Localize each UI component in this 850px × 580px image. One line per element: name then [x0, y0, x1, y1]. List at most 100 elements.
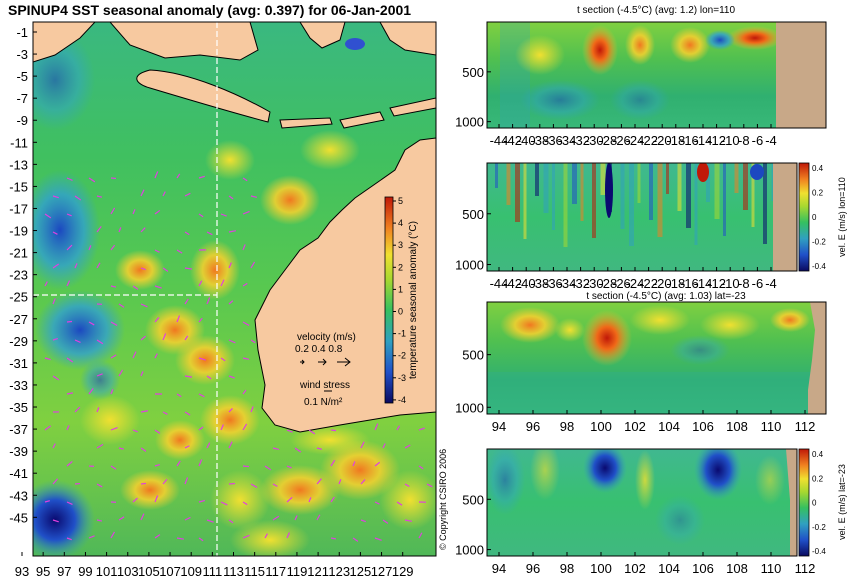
velocity-vector — [110, 321, 118, 326]
velocity-vector — [118, 303, 125, 308]
velocity-stripe — [686, 163, 691, 228]
velocity-vector — [74, 263, 78, 269]
velocity-vector — [176, 537, 185, 540]
velocity-stripe — [706, 163, 710, 202]
velocity-vector — [286, 496, 293, 503]
velocity-vector — [132, 497, 138, 503]
panel4-colorbar-ramp — [798, 448, 810, 557]
velocity-vector — [66, 357, 74, 363]
velocity-legend-values: 0.2 0.4 0.8 — [295, 344, 343, 355]
velocity-vector — [272, 447, 279, 451]
velocity-vector — [162, 411, 168, 415]
lat-tick-label: -15 — [9, 179, 28, 194]
lon-tick-label: 93 — [15, 564, 29, 579]
panel2-seabed — [773, 163, 797, 271]
lat-tick-label: -17 — [9, 201, 28, 216]
velocity-colorbar-tick-label: 0 — [812, 213, 817, 222]
velocity-vector — [96, 195, 103, 198]
velocity-vector — [294, 447, 302, 453]
velocity-vector — [206, 442, 211, 449]
panel-temp-lon-section[interactable]: t section (-4.5°C) (avg: 1.2) lon=110 50… — [455, 5, 827, 148]
velocity-colorbar-tick-label: 0.4 — [812, 450, 824, 459]
velocity-vector — [184, 267, 193, 270]
panel4-colorbar-ticks: 0.4 0.2 0 -0.2 -0.4 — [812, 450, 826, 556]
velocity-stripe — [751, 163, 755, 227]
velocity-stripe — [677, 163, 682, 211]
velocity-vector — [228, 230, 236, 233]
x-tick-label: 104 — [658, 561, 680, 576]
x-tick-label: -10 — [721, 276, 740, 291]
velocity-vector — [418, 465, 424, 470]
velocity-vector — [96, 226, 102, 233]
panel1-frame — [486, 21, 827, 129]
x-tick-label: -28 — [598, 276, 617, 291]
x-tick-label: -22 — [639, 133, 658, 148]
velocity-vector — [154, 495, 159, 503]
lon-tick-label: 123 — [328, 564, 350, 579]
velocity-stripe — [535, 163, 539, 196]
velocity-vector — [264, 533, 268, 539]
velocity-vector — [44, 357, 51, 361]
velocity-vector — [206, 231, 213, 236]
x-tick-label: -4 — [765, 276, 777, 291]
velocity-vector — [250, 406, 254, 413]
velocity-vector — [110, 285, 117, 288]
lon-tick-label: 125 — [350, 564, 372, 579]
velocity-stripe — [600, 163, 606, 195]
velocity-vector — [198, 459, 203, 467]
velocity-stripe — [620, 163, 625, 229]
velocity-stripe — [694, 163, 698, 245]
velocity-vector — [74, 339, 81, 343]
lon-tick-label: 111 — [202, 564, 222, 579]
velocity-vector — [242, 321, 250, 326]
sst-anomaly-map[interactable]: -1-3-5-7-9-11-13-15-17-19-21-23-25-27-29… — [9, 21, 440, 579]
velocity-vector — [140, 371, 144, 377]
panel-temp-lat-section[interactable]: t section (-4.5°C) (avg: 1.03) lat=-23 5… — [455, 291, 827, 434]
colorbar-ticks: 5 4 3 2 1 0 -1 -2 -3 -4 — [393, 196, 406, 405]
velocity-vector — [352, 461, 356, 467]
depth-tick-label: 1000 — [455, 258, 484, 273]
velocity-stripe — [743, 163, 748, 210]
velocity-vector — [250, 261, 256, 269]
panel2-colorbar: 0.4 0.2 0 -0.2 -0.4 vel. E (m/s) lon=110 — [798, 162, 847, 272]
velocity-vector — [88, 321, 95, 326]
velocity-vector — [404, 483, 410, 488]
velocity-vector — [330, 459, 336, 467]
panel4-features — [487, 449, 785, 545]
panel4-colorbar: 0.4 0.2 0 -0.2 -0.4 vel. E (m/s) lat=-23 — [798, 448, 847, 557]
x-tick-label: -8 — [738, 133, 750, 148]
velocity-vector — [316, 447, 322, 450]
x-tick-label: -26 — [612, 133, 631, 148]
colorbar-tick-label: 1 — [398, 284, 403, 294]
velocity-vector — [66, 320, 73, 323]
x-tick-label: -40 — [517, 133, 536, 148]
wind-legend-title: wind stress — [299, 380, 350, 391]
map-colorbar: 5 4 3 2 1 0 -1 -2 -3 -4 temperature seasonal anom… — [384, 196, 419, 405]
panel3-features — [487, 305, 826, 414]
velocity-stripe — [592, 163, 596, 238]
velocity-vector — [154, 209, 161, 215]
velocity-stripe — [723, 163, 726, 236]
lat-tick-label: -45 — [9, 510, 28, 525]
velocity-vector — [198, 499, 205, 503]
panel-velocity-lon-section[interactable]: 5001000-44-42-40-38-36-34-32-30-28-26-24… — [455, 162, 847, 291]
x-tick-label: -22 — [639, 276, 658, 291]
velocity-vector — [110, 465, 117, 470]
velocity-vector — [206, 297, 211, 305]
velocity-vector — [96, 373, 103, 377]
velocity-vector — [162, 191, 166, 197]
velocity-vector — [184, 477, 189, 485]
lat-tick-label: -11 — [10, 135, 28, 150]
velocity-vector — [228, 407, 233, 413]
velocity-vector — [228, 441, 233, 449]
lon-tick-label: 115 — [244, 564, 265, 579]
x-tick-label: -36 — [544, 133, 563, 148]
x-tick-label: -14 — [694, 133, 713, 148]
panel2-colorbar-ticks: 0.4 0.2 0 -0.2 -0.4 — [812, 164, 826, 271]
x-tick-label: -4 — [765, 133, 777, 148]
main-title: SPINUP4 SST seasonal anomaly (avg: 0.397… — [8, 2, 411, 18]
velocity-stripe — [563, 163, 568, 247]
velocity-vector — [176, 460, 181, 467]
x-tick-label: 94 — [492, 561, 506, 576]
